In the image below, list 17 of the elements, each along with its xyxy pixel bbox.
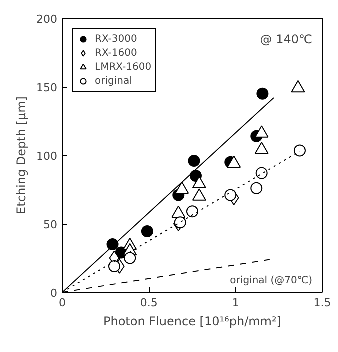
legend-label: RX-3000 bbox=[95, 32, 138, 46]
y-tick-label: 0 bbox=[50, 287, 58, 300]
y-axis-title: Etching Depth [μm] bbox=[14, 96, 29, 214]
legend-label: RX-1600 bbox=[95, 46, 138, 60]
legend-label: LMRX-1600 bbox=[95, 60, 152, 74]
y-tick-label: 150 bbox=[36, 82, 58, 94]
y-tick-label: 200 bbox=[36, 13, 58, 26]
x-tick-label: 0 bbox=[59, 296, 66, 310]
x-tick-label: 1.5 bbox=[314, 296, 332, 310]
legend-label: original bbox=[95, 74, 132, 88]
x-axis-title: Photon Fluence [10¹⁶ph/mm²] bbox=[104, 314, 282, 328]
y-tick-label: 50 bbox=[44, 218, 58, 232]
y-tick-label: 100 bbox=[36, 150, 58, 163]
x-tick-label: 1 bbox=[232, 296, 240, 310]
annotation: @ 140℃ bbox=[260, 32, 313, 46]
annotation: original (@70℃) bbox=[230, 276, 313, 286]
x-tick-label: 0.5 bbox=[140, 296, 158, 310]
